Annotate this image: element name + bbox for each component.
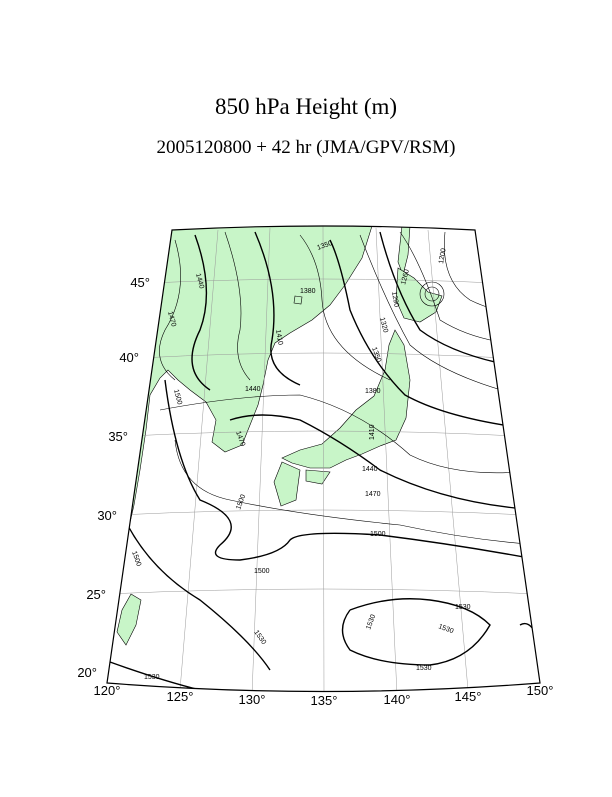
lon-label: 130° <box>239 692 266 707</box>
mainland <box>107 226 373 567</box>
contour-label: 1320 <box>378 317 389 334</box>
map-area: 1350 1440 1470 1380 1410 1200 1260 1290 … <box>107 226 540 692</box>
contour-label: 1500 <box>172 389 183 406</box>
lat-labels: 45° 40° 35° 30° 25° 20° <box>77 275 150 680</box>
contour-label: 1440 <box>194 273 205 290</box>
shikoku <box>305 469 331 485</box>
subtitle: 2005120800 + 42 hr (JMA/GPV/RSM) <box>157 137 456 158</box>
contour-label: 1530 <box>144 674 160 681</box>
lat-label: 40° <box>119 350 139 365</box>
lat-label: 30° <box>97 508 117 523</box>
contour-label: 1440 <box>245 386 261 393</box>
island <box>293 295 303 305</box>
contour-label: 1500 <box>254 568 270 575</box>
lon-label: 120° <box>94 683 121 698</box>
taiwan <box>116 593 142 646</box>
honshu <box>281 329 411 469</box>
contour-label: 1350 <box>316 240 333 252</box>
contour-label: 1500 <box>130 550 142 567</box>
kyushu <box>273 461 301 507</box>
contour-label: 1290 <box>390 291 400 308</box>
sakhalin <box>397 226 411 276</box>
contour-label: 1530 <box>252 629 267 646</box>
contour-label: 1470 <box>365 491 381 498</box>
lat-label: 45° <box>130 275 150 290</box>
lat-label: 25° <box>86 587 106 602</box>
lon-label: 135° <box>311 693 338 708</box>
contour-label: 1380 <box>365 388 381 395</box>
lat-label: 35° <box>108 429 128 444</box>
lat-label: 20° <box>77 665 97 680</box>
contour-label: 1200 <box>438 248 448 265</box>
graticule <box>107 226 539 692</box>
contour-label: 1530 <box>455 604 471 611</box>
contour-label: 1500 <box>235 494 247 511</box>
lon-label: 145° <box>455 689 482 704</box>
contour-label: 1500 <box>370 531 386 538</box>
contour-label: 1410 <box>274 329 284 346</box>
contour-label: 1380 <box>300 288 316 295</box>
contour-label: 1530 <box>365 614 377 631</box>
contour-label: 1440 <box>362 466 378 473</box>
contour-label: 1410 <box>369 424 376 440</box>
lon-label: 140° <box>384 692 411 707</box>
lon-label: 125° <box>167 689 194 704</box>
contour-label: 1530 <box>437 623 454 635</box>
contour-labels: 1350 1440 1470 1380 1410 1200 1260 1290 … <box>130 240 471 681</box>
map-frame <box>106 225 541 693</box>
contour-label: 1350 <box>370 346 382 363</box>
contour-label: 1470 <box>166 311 177 328</box>
lon-label: 150° <box>527 683 554 698</box>
title: 850 hPa Height (m) <box>215 94 397 119</box>
contour-label: 1530 <box>416 665 432 672</box>
contour-label: 1470 <box>234 430 246 447</box>
contour-label: 1260 <box>400 269 411 286</box>
lon-labels: 120° 125° 130° 135° 140° 145° 150° <box>94 683 554 708</box>
